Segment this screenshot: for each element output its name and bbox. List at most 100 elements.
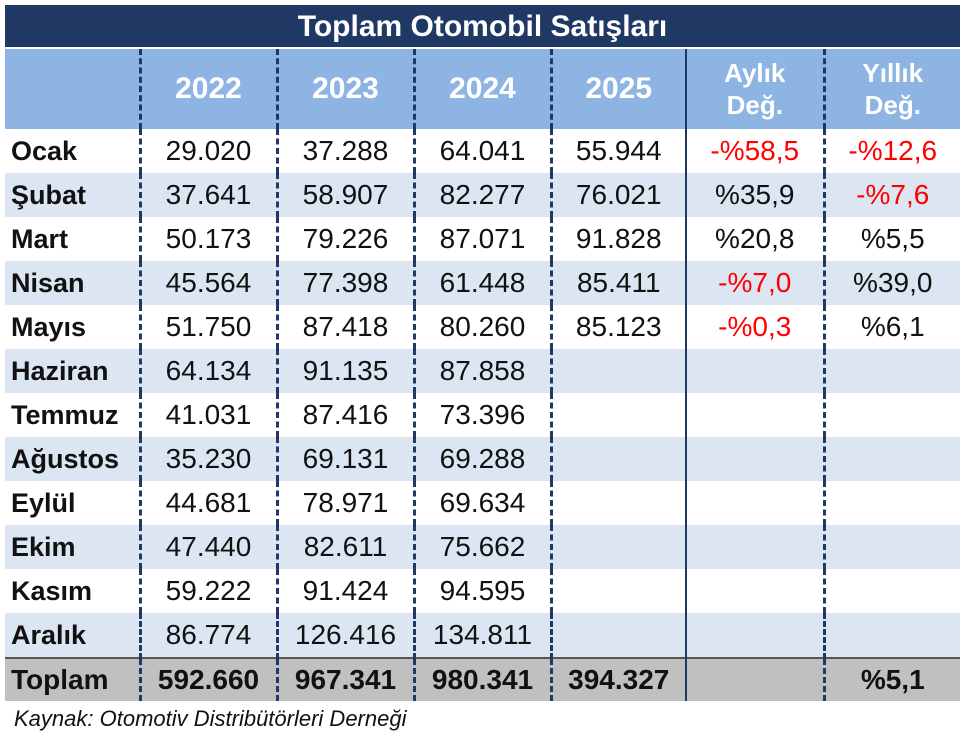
cell-2023: 58.907 bbox=[275, 173, 414, 217]
header-yearly-change: Yıllık Değ. bbox=[822, 49, 960, 129]
cell-yearly-change: %39,0 bbox=[822, 261, 960, 305]
cell-yearly-change bbox=[822, 481, 960, 525]
cell-2025 bbox=[549, 613, 686, 658]
cell-2023: 77.398 bbox=[275, 261, 414, 305]
cell-2023: 91.135 bbox=[275, 349, 414, 393]
table-row: Şubat 37.641 58.907 82.277 76.021 %35,9 -%7,6 bbox=[5, 173, 960, 217]
table-title: Toplam Otomobil Satışları bbox=[5, 5, 960, 47]
cell-2023: 69.131 bbox=[275, 437, 414, 481]
cell-yearly-change bbox=[822, 349, 960, 393]
cell-2022: 35.230 bbox=[138, 437, 277, 481]
header-month-col bbox=[5, 49, 140, 129]
sales-table: 2022 2023 2024 2025 Aylık Değ. Yıllık De… bbox=[5, 49, 960, 701]
cell-month: Haziran bbox=[5, 349, 140, 393]
cell-2024: 69.634 bbox=[412, 481, 551, 525]
table-row: Ağustos 35.230 69.131 69.288 bbox=[5, 437, 960, 481]
cell-yearly-change: -%7,6 bbox=[822, 173, 960, 217]
cell-month: Temmuz bbox=[11, 399, 119, 430]
cell-2023: 82.611 bbox=[275, 525, 414, 569]
table-row: Mart 50.173 79.226 87.071 91.828 %20,8 %5,5 bbox=[5, 217, 960, 261]
cell-monthly-change bbox=[685, 349, 824, 393]
cell-2025 bbox=[549, 525, 686, 569]
cell-month: Şubat bbox=[5, 173, 140, 217]
cell-2025 bbox=[549, 569, 686, 613]
cell-yearly-change bbox=[822, 393, 960, 437]
table-row: Eylül 44.681 78.971 69.634 bbox=[5, 481, 960, 525]
cell-2024: 73.396 bbox=[412, 393, 551, 437]
cell-2025 bbox=[549, 437, 686, 481]
cell-monthly-change: -%0,3 bbox=[685, 305, 824, 349]
cell-yearly-change bbox=[822, 613, 960, 658]
cell-month: Aralık bbox=[5, 613, 140, 658]
cell-2022: 64.134 bbox=[138, 349, 277, 393]
header-row: 2022 2023 2024 2025 Aylık Değ. Yıllık De… bbox=[5, 49, 960, 129]
table-row: Mayıs 51.750 87.418 80.260 85.123 -%0,3 %6,1 bbox=[5, 305, 960, 349]
cell-2022: 51.750 bbox=[138, 305, 277, 349]
total-2023: 967.341 bbox=[275, 657, 414, 701]
cell-2022: 44.681 bbox=[138, 481, 277, 525]
cell-2023: 78.971 bbox=[275, 481, 414, 525]
cell-2024: 87.071 bbox=[412, 217, 551, 261]
cell-monthly-change: -%7,0 bbox=[685, 261, 824, 305]
cell-2025: 76.021 bbox=[549, 173, 686, 217]
cell-yearly-change bbox=[822, 437, 960, 481]
cell-yearly-change: -%12,6 bbox=[822, 129, 960, 173]
cell-month: Ekim bbox=[5, 525, 140, 569]
cell-month: Nisan bbox=[5, 261, 140, 305]
cell-2023: 87.418 bbox=[275, 305, 414, 349]
cell-2024: 134.811 bbox=[412, 613, 551, 658]
cell-month: Kasım bbox=[11, 575, 93, 606]
cell-2025 bbox=[549, 349, 686, 393]
cell-2022: 29.020 bbox=[138, 129, 277, 173]
cell-monthly-change bbox=[685, 613, 824, 658]
cell-yearly-change bbox=[822, 525, 960, 569]
cell-monthly-change: %20,8 bbox=[685, 217, 824, 261]
cell-2024: 64.041 bbox=[412, 129, 551, 173]
cell-2024: 80.260 bbox=[412, 305, 551, 349]
cell-monthly-change: %35,9 bbox=[685, 173, 824, 217]
cell-monthly-change: -%58,5 bbox=[685, 129, 824, 173]
table-row: Kasım 59.222 91.424 94.595 bbox=[5, 569, 960, 613]
source-note: Kaynak: Otomotiv Distribütörleri Derneği bbox=[14, 706, 407, 731]
cell-2025 bbox=[549, 481, 686, 525]
cell-2022: 59.222 bbox=[138, 569, 277, 613]
header-monthly-line2: Değ. bbox=[726, 90, 783, 120]
cell-2025: 91.828 bbox=[549, 217, 686, 261]
cell-2025: 85.123 bbox=[549, 305, 686, 349]
cell-2024: 94.595 bbox=[412, 569, 551, 613]
header-year-2024: 2024 bbox=[412, 49, 551, 129]
cell-month: Mayıs bbox=[11, 311, 87, 342]
cell-monthly-change bbox=[685, 393, 824, 437]
cell-2023: 91.424 bbox=[275, 569, 414, 613]
table-row: Nisan 45.564 77.398 61.448 85.411 -%7,0 %39,0 bbox=[5, 261, 960, 305]
cell-2024: 75.662 bbox=[412, 525, 551, 569]
table-row: Temmuz 41.031 87.416 73.396 bbox=[5, 393, 960, 437]
cell-2023: 126.416 bbox=[275, 613, 414, 658]
table-row: Ekim 47.440 82.611 75.662 bbox=[5, 525, 960, 569]
header-yearly-line1: Yıllık bbox=[862, 58, 924, 88]
cell-yearly-change: %6,1 bbox=[822, 305, 960, 349]
table-row: Ocak 29.020 37.288 64.041 55.944 -%58,5 -%12,6 bbox=[5, 129, 960, 173]
cell-monthly-change bbox=[685, 569, 824, 613]
cell-month: Mart bbox=[11, 223, 69, 254]
cell-2022: 41.031 bbox=[138, 393, 277, 437]
cell-2022: 37.641 bbox=[138, 173, 277, 217]
cell-monthly-change bbox=[685, 437, 824, 481]
cell-monthly-change bbox=[685, 525, 824, 569]
header-year-2025: 2025 bbox=[549, 49, 686, 129]
table-body: Ocak 29.020 37.288 64.041 55.944 -%58,5 -%12,6… bbox=[5, 129, 960, 658]
header-year-2023: 2023 bbox=[275, 49, 414, 129]
total-monthly bbox=[685, 657, 824, 701]
header-year-2022: 2022 bbox=[138, 49, 277, 129]
cell-2024: 82.277 bbox=[412, 173, 551, 217]
total-2022: 592.660 bbox=[138, 657, 277, 701]
cell-2023: 79.226 bbox=[275, 217, 414, 261]
cell-2024: 87.858 bbox=[412, 349, 551, 393]
cell-2023: 87.416 bbox=[275, 393, 414, 437]
total-2025: 394.327 bbox=[549, 657, 686, 701]
header-monthly-line1: Aylık bbox=[724, 58, 786, 88]
total-row: Toplam 592.660 967.341 980.341 394.327 %… bbox=[5, 657, 960, 701]
cell-2022: 47.440 bbox=[138, 525, 277, 569]
cell-2025: 55.944 bbox=[549, 129, 686, 173]
cell-2025 bbox=[549, 393, 686, 437]
